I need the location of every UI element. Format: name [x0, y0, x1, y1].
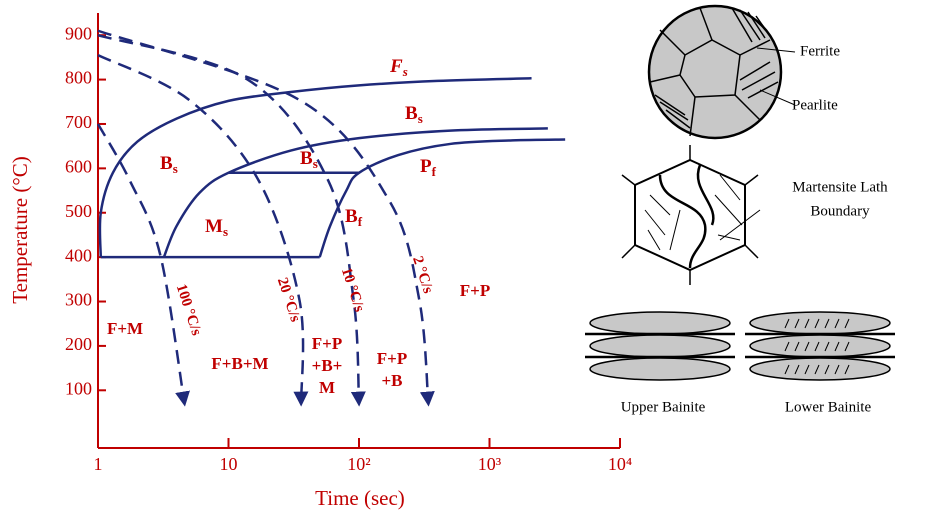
x-tick-label: 1 — [94, 454, 103, 474]
figure: Temperature (°C) Time (sec) Ferrite Pear… — [0, 0, 925, 520]
x-tick-label: 10³ — [478, 454, 502, 474]
ferrite-pearlite-inset — [649, 6, 795, 138]
y-tick-label: 100 — [65, 378, 92, 398]
region-label: +B+ — [312, 356, 343, 375]
y-tick-label: 800 — [65, 68, 92, 88]
region-label-sub: s — [402, 64, 408, 79]
region-label: Pf — [420, 156, 437, 179]
region-label: F+P — [377, 349, 407, 368]
inset-label: Pearlite — [792, 97, 838, 113]
cooling-curve — [98, 31, 428, 404]
y-tick-label: 200 — [65, 334, 92, 354]
transformation-curve — [320, 140, 565, 258]
region-label: F+M — [107, 319, 143, 338]
inset-label: Upper Bainite — [621, 399, 706, 415]
y-axis-title: Temperature (°C) — [8, 156, 32, 303]
region-label: F+P — [460, 281, 490, 300]
region-label-main: F — [389, 56, 403, 77]
cooling-rate-label: 10 °C/s — [338, 266, 367, 314]
region-label: F+B+M — [211, 354, 268, 373]
cooling-rate-label: 2 °C/s — [409, 254, 436, 295]
inset-label: Ferrite — [800, 43, 840, 59]
y-tick-label: 400 — [65, 245, 92, 265]
inset-label: Lower Bainite — [785, 399, 872, 415]
region-label-sub: s — [313, 156, 318, 171]
region-label-main: M — [205, 216, 223, 237]
y-tick-label: 900 — [65, 23, 92, 43]
region-label: Bs — [160, 153, 178, 176]
bainite-inset — [585, 312, 895, 380]
region-label-main: B — [345, 206, 358, 227]
martensite-inset — [622, 145, 760, 285]
region-label: +B — [381, 371, 402, 390]
region-label: F+P — [312, 334, 342, 353]
region-label-sub: f — [358, 214, 363, 229]
y-tick-label: 300 — [65, 290, 92, 310]
x-tick-label: 10 — [220, 454, 238, 474]
region-label: Bs — [405, 103, 423, 126]
region-label-main: P — [420, 156, 432, 177]
cooling-rate-label: 100 °C/s — [173, 282, 205, 338]
region-label: Ms — [205, 216, 228, 239]
region-label-main: B — [405, 103, 418, 124]
y-tick-label: 700 — [65, 112, 92, 132]
region-label: Bs — [300, 148, 318, 171]
region-label-sub: f — [432, 164, 437, 179]
y-tick-label: 500 — [65, 201, 92, 221]
x-axis-title: Time (sec) — [315, 486, 405, 510]
region-label-sub: s — [418, 111, 423, 126]
region-label: M — [319, 378, 335, 397]
region-label: Bf — [345, 206, 363, 229]
inset-label: Martensite Lath — [792, 179, 888, 195]
x-tick-label: 10⁴ — [608, 454, 632, 474]
cooling-curve — [98, 55, 303, 403]
x-tick-label: 10² — [347, 454, 370, 474]
y-tick-label: 600 — [65, 156, 92, 176]
region-label: Fs — [389, 56, 408, 79]
region-label-sub: s — [223, 224, 228, 239]
region-label-main: B — [160, 153, 173, 174]
inset-label: Boundary — [810, 203, 870, 219]
region-label-sub: s — [173, 161, 178, 176]
region-label-main: B — [300, 148, 313, 169]
